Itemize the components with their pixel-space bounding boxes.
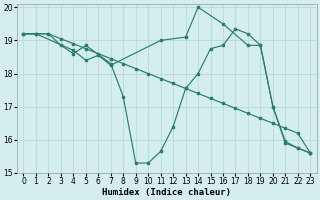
- X-axis label: Humidex (Indice chaleur): Humidex (Indice chaleur): [102, 188, 231, 197]
